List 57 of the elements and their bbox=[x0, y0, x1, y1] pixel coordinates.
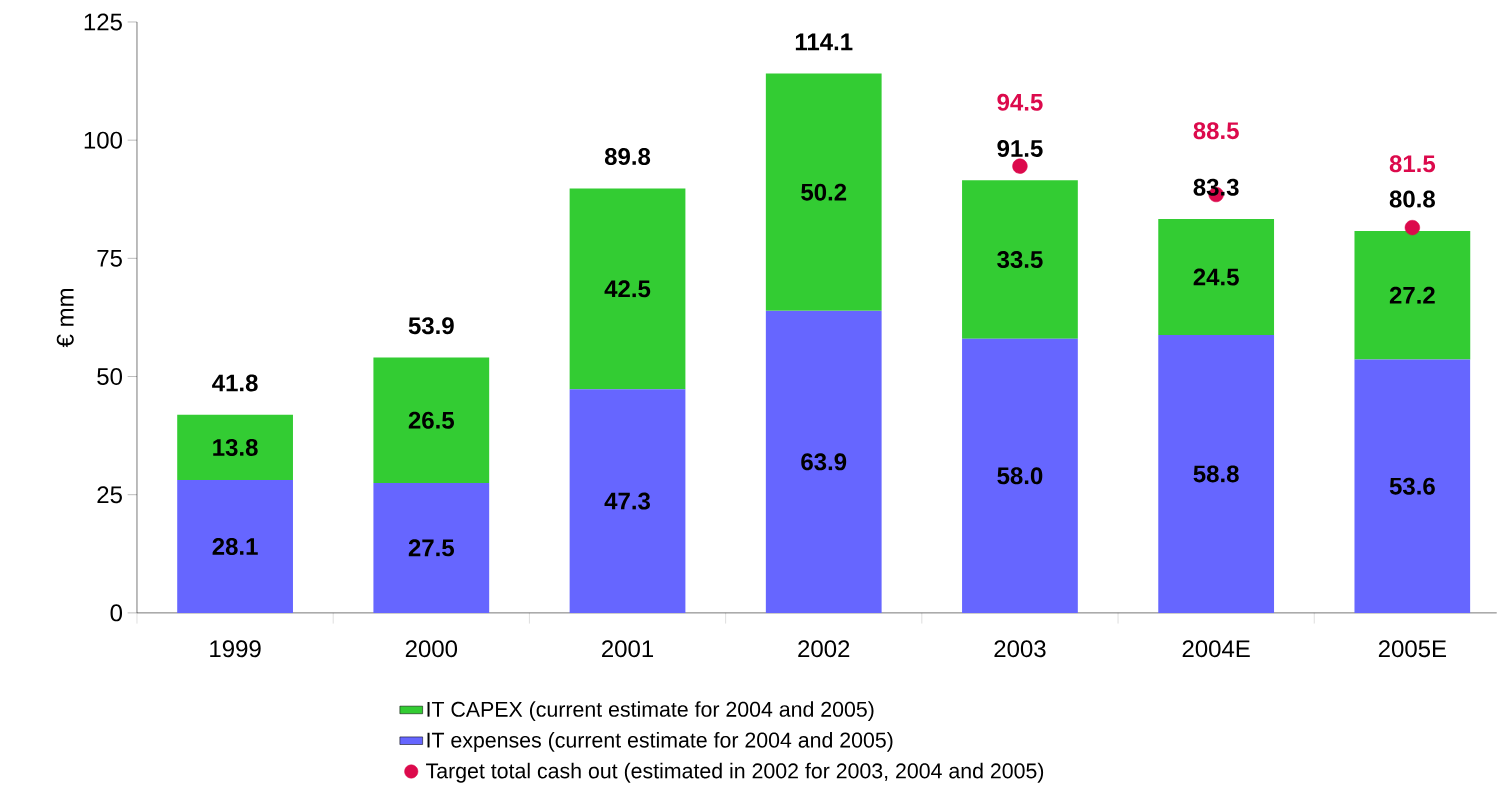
data-label: 53.6 bbox=[1389, 477, 1435, 495]
bar bbox=[1158, 219, 1275, 335]
data-label: 28.1 bbox=[212, 538, 258, 556]
point bbox=[1012, 158, 1028, 174]
point bbox=[1404, 220, 1420, 236]
y-tick-label: 125 bbox=[84, 13, 122, 31]
data-label: 26.5 bbox=[408, 411, 454, 429]
y-tick-label: 75 bbox=[97, 250, 122, 267]
data-label: 94.5 bbox=[997, 93, 1043, 111]
total-label: 80.8 bbox=[1389, 190, 1435, 208]
bar bbox=[1354, 359, 1471, 613]
bar bbox=[373, 482, 490, 613]
x-tick-label: 2004E bbox=[1182, 640, 1250, 658]
data-label: 88.5 bbox=[1193, 122, 1239, 140]
y-tick-label: 0 bbox=[110, 604, 123, 622]
data-label: 50.2 bbox=[801, 183, 847, 201]
y-axis-title: € mm bbox=[56, 289, 74, 348]
bar bbox=[1158, 335, 1275, 613]
bar bbox=[765, 310, 882, 613]
data-label: 58.8 bbox=[1193, 465, 1239, 483]
bar bbox=[177, 480, 293, 613]
total-label: 53.9 bbox=[408, 317, 454, 335]
total-label: 91.5 bbox=[997, 140, 1043, 158]
bar bbox=[1354, 231, 1471, 360]
bar bbox=[962, 180, 1078, 339]
data-label: 63.9 bbox=[801, 453, 847, 471]
total-label: 114.1 bbox=[795, 33, 853, 51]
total-label: 89.8 bbox=[604, 148, 651, 166]
legend-label: IT expenses (current estimate for 2004 and 2005) bbox=[427, 732, 893, 752]
data-label: 27.2 bbox=[1389, 286, 1435, 304]
y-tick-label: 50 bbox=[97, 368, 123, 386]
legend-label: Target total cash out (estimated in 2002 for 2003, 2004 and 2005) bbox=[426, 762, 1044, 783]
data-label: 58.0 bbox=[997, 467, 1043, 485]
legend-label: IT CAPEX (current estimate for 2004 and 2005) bbox=[427, 701, 874, 722]
bar bbox=[765, 73, 882, 311]
x-tick-label: 2005E bbox=[1378, 640, 1447, 658]
data-label: 24.5 bbox=[1193, 268, 1239, 286]
y-tick-label: 100 bbox=[84, 131, 123, 149]
bar bbox=[962, 338, 1078, 613]
x-tick-label: 2002 bbox=[798, 640, 850, 658]
bar bbox=[373, 357, 490, 483]
data-label: 42.5 bbox=[604, 280, 651, 298]
bar bbox=[177, 414, 293, 481]
data-label: 27.5 bbox=[408, 539, 454, 557]
data-label: 13.8 bbox=[213, 438, 258, 457]
data-label: 33.5 bbox=[997, 251, 1043, 269]
bar bbox=[569, 188, 686, 390]
x-tick-label: 2003 bbox=[994, 640, 1046, 658]
data-label: 47.3 bbox=[604, 492, 650, 510]
x-tick-label: 2000 bbox=[405, 640, 458, 658]
x-tick-label: 1999 bbox=[210, 640, 261, 658]
total-label: 83.3 bbox=[1193, 178, 1239, 196]
data-label: 81.5 bbox=[1389, 155, 1436, 173]
y-tick-label: 25 bbox=[97, 486, 122, 504]
x-tick-label: 2001 bbox=[602, 640, 654, 658]
total-label: 41.8 bbox=[212, 374, 258, 392]
bar bbox=[569, 389, 686, 613]
